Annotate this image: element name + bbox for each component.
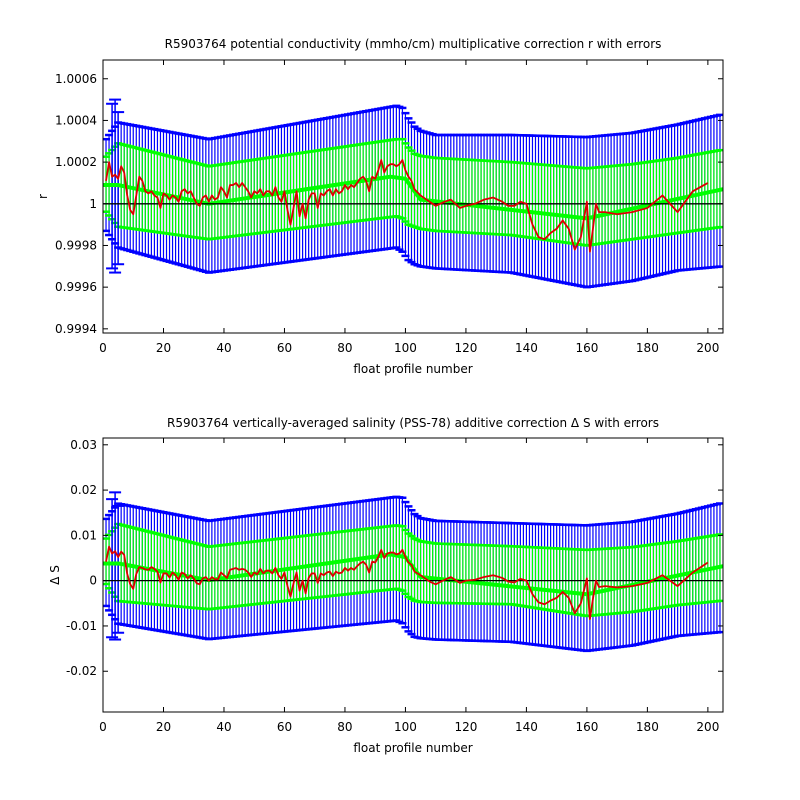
y-tick-label: 0.9994 <box>55 322 97 336</box>
y-tick-label: 0.03 <box>70 438 97 452</box>
axes-frame <box>102 59 724 334</box>
y-axis-label: Δ S <box>48 565 62 585</box>
conductivity-correction-chart: R5903764 potential conductivity (mmho/cm… <box>36 37 724 376</box>
y-axis-label: r <box>36 194 50 199</box>
x-tick-label: 20 <box>156 720 171 734</box>
axes-frame <box>102 437 724 713</box>
y-axis-ticks: 0.9994 0.9996 0.9998 1 1.0002 1.0004 1.0006 <box>55 72 723 336</box>
x-tick-label: 80 <box>337 720 352 734</box>
x-tick-label: 0 <box>99 720 107 734</box>
plot-area <box>103 491 723 653</box>
x-tick-label: 40 <box>216 720 231 734</box>
x-tick-label: 20 <box>156 341 171 355</box>
y-tick-label: -0.01 <box>66 619 97 633</box>
correction-line <box>105 159 709 253</box>
x-tick-label: 60 <box>277 720 292 734</box>
y-tick-label: 1 <box>89 197 97 211</box>
fit-line <box>103 174 723 221</box>
x-tick-label: 140 <box>515 720 538 734</box>
x-tick-label: 60 <box>277 341 292 355</box>
x-tick-label: 180 <box>636 341 659 355</box>
x-tick-label: 120 <box>454 341 477 355</box>
chart-title: R5903764 potential conductivity (mmho/cm… <box>165 37 662 51</box>
x-tick-label: 100 <box>394 720 417 734</box>
y-tick-label: 0 <box>89 574 97 588</box>
x-tick-label: 0 <box>99 341 107 355</box>
x-tick-label: 160 <box>575 720 598 734</box>
y-tick-label: 1.0002 <box>55 155 97 169</box>
x-tick-label: 120 <box>454 720 477 734</box>
x-tick-label: 200 <box>696 341 719 355</box>
y-tick-label: -0.02 <box>66 664 97 678</box>
x-axis-label: float profile number <box>353 741 472 755</box>
plot-area <box>103 98 723 289</box>
y-tick-label: 0.9996 <box>55 280 97 294</box>
y-axis-ticks: -0.02 -0.01 0 0.01 0.02 0.03 <box>66 438 723 678</box>
x-axis-ticks: 0 20 40 60 80 100 120 140 160 180 200 <box>99 438 719 734</box>
salinity-correction-chart: R5903764 vertically-averaged salinity (P… <box>48 416 724 755</box>
y-tick-label: 1.0004 <box>55 113 97 127</box>
y-tick-label: 0.02 <box>70 483 97 497</box>
correction-line <box>105 545 709 621</box>
endpoint-error-bars <box>106 491 125 641</box>
x-tick-label: 40 <box>216 341 231 355</box>
x-axis-label: float profile number <box>353 362 472 376</box>
fit-line <box>103 552 723 597</box>
y-tick-label: 1.0006 <box>55 72 97 86</box>
x-tick-label: 160 <box>575 341 598 355</box>
y-tick-label: 0.9998 <box>55 238 97 252</box>
x-tick-label: 180 <box>636 720 659 734</box>
x-tick-label: 140 <box>515 341 538 355</box>
x-tick-label: 100 <box>394 341 417 355</box>
chart-title: R5903764 vertically-averaged salinity (P… <box>167 416 659 430</box>
x-tick-label: 200 <box>696 720 719 734</box>
x-tick-label: 80 <box>337 341 352 355</box>
y-tick-label: 0.01 <box>70 528 97 542</box>
x-axis-ticks: 0 20 40 60 80 100 120 140 160 180 200 <box>99 60 719 355</box>
